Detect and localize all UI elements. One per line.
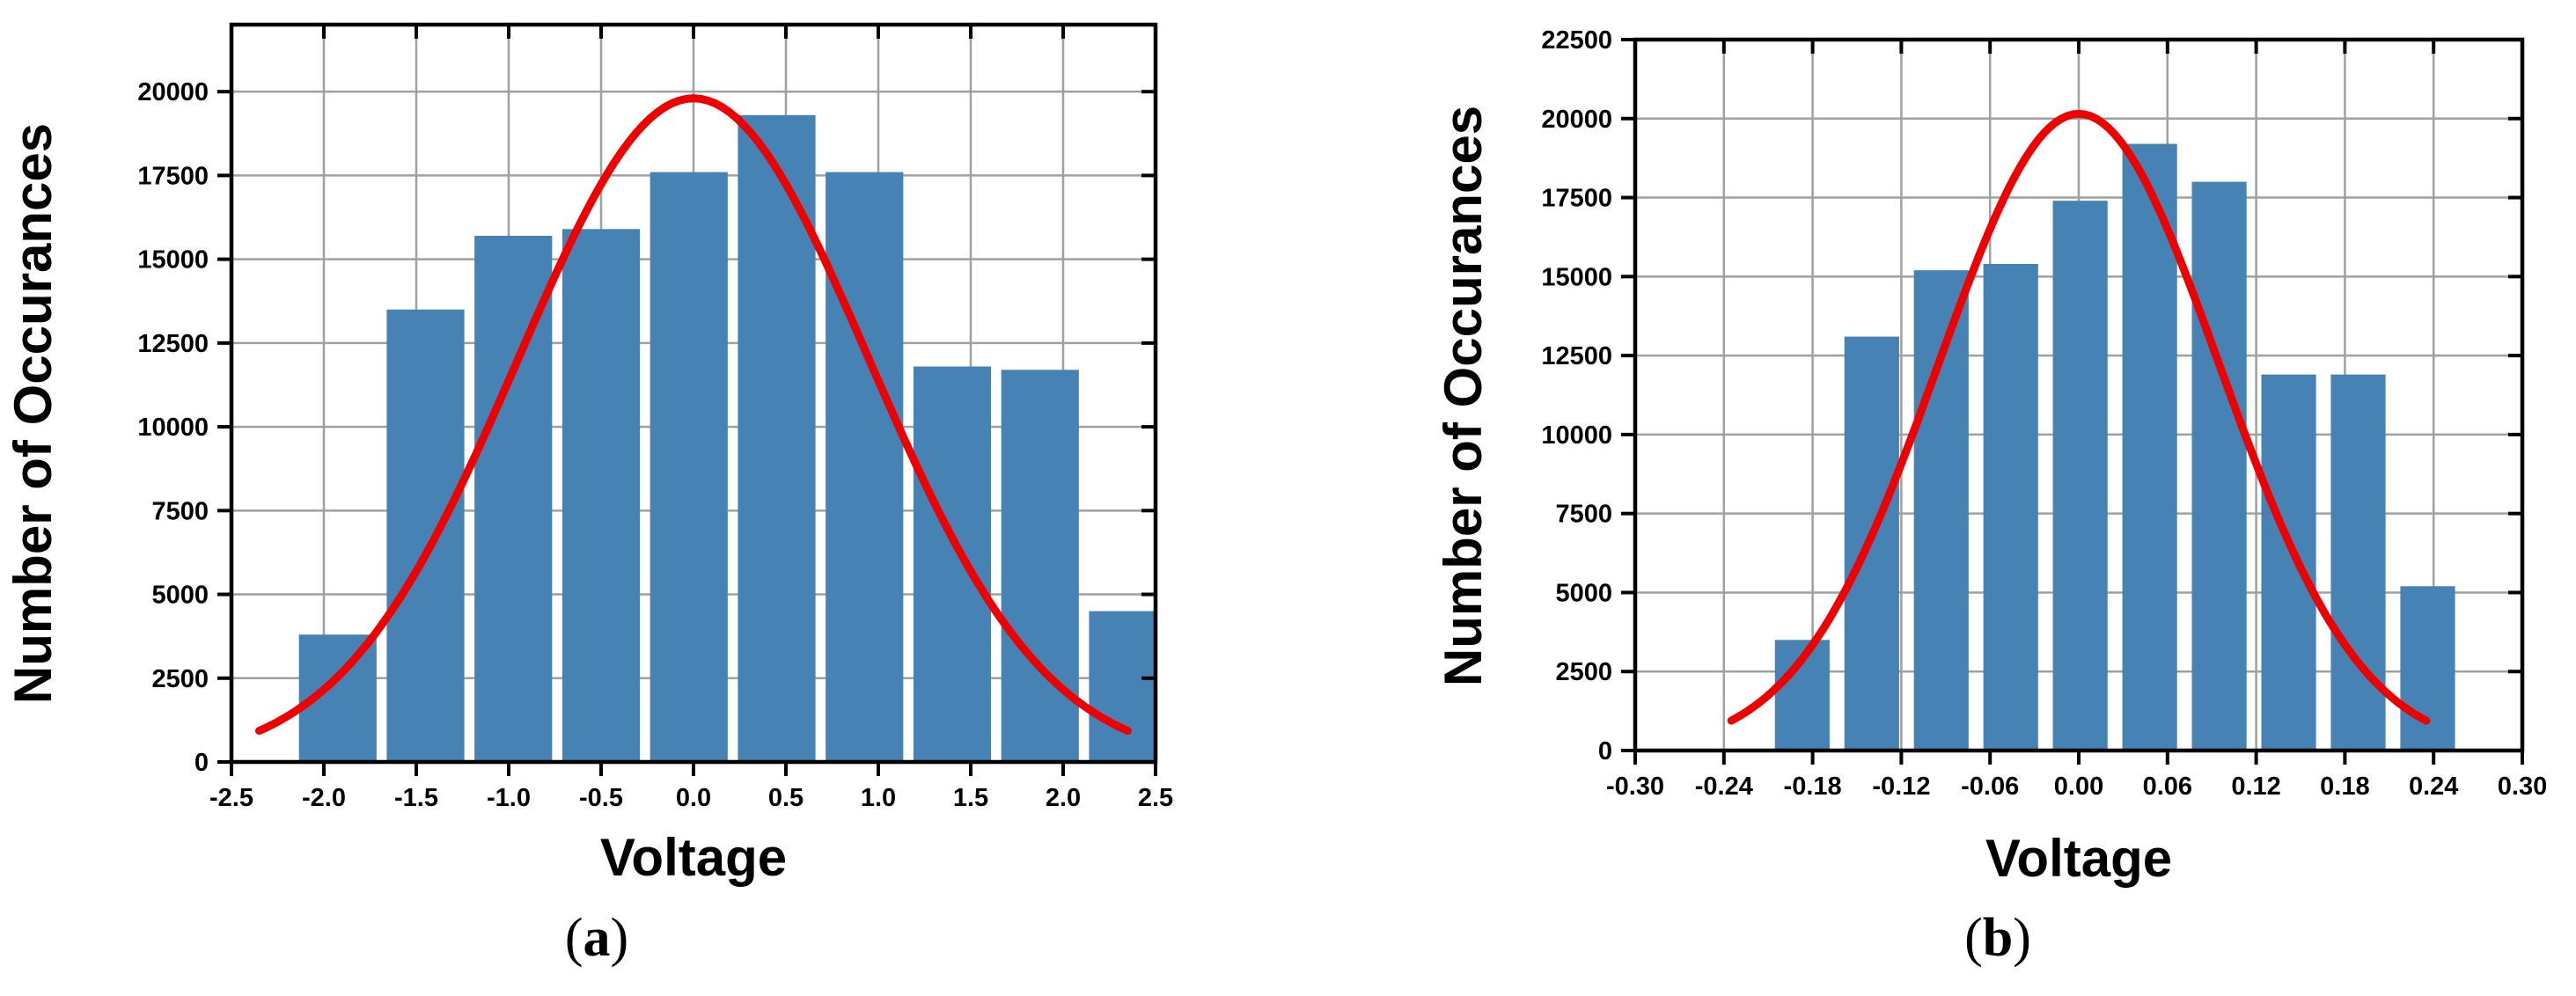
x-tick-label: -0.24 [1695, 773, 1753, 801]
x-tick-label: 1.0 [861, 784, 896, 812]
panel-label-letter: a [583, 908, 611, 968]
x-tick-label: 0.06 [2143, 773, 2192, 801]
chart-panel-a: -2.5 -2.0 -1.5 -1.0 -0.5 0.0 0.5 1.0 1.5 2.0 2.5 0 2… [0, 0, 1285, 992]
fit-curve [255, 94, 1132, 736]
y-tick-label: 2500 [1555, 658, 1612, 686]
bar [2122, 143, 2177, 751]
y-tick-label: 7500 [151, 497, 209, 525]
bar [1001, 370, 1079, 762]
y-tick-label: 10000 [1541, 421, 1612, 450]
bar [650, 172, 728, 763]
x-tick-label: 0.5 [768, 784, 804, 812]
chart-a-svg: -2.5 -2.0 -1.5 -1.0 -0.5 0.0 0.5 1.0 1.5 2.0 2.5 0 2… [4, 22, 1173, 968]
x-tick-label: -1.0 [487, 784, 531, 812]
panel-label-close: ) [611, 908, 629, 968]
bar [2330, 374, 2386, 751]
y-tick-label: 15000 [1541, 263, 1612, 291]
y-ticks: 0 2500 5000 7500 10000 12500 15000 17500 20000 [137, 78, 1156, 777]
x-tick-label: -1.5 [394, 784, 438, 812]
x-tick-label: 1.5 [953, 784, 988, 812]
bar [1983, 263, 2038, 751]
bar [2261, 374, 2316, 751]
bars [1774, 143, 2455, 751]
bar [1089, 611, 1156, 762]
bar [2400, 586, 2455, 751]
x-tick-label: 0.18 [2320, 773, 2369, 801]
chart-panel-b: -0.30 -0.24 -0.18 -0.12 -0.06 0.00 0.06 0.12 0.1… [1285, 0, 2576, 992]
bar [826, 172, 904, 763]
y-tick-label: 17500 [1541, 185, 1612, 213]
fit-curve [1727, 109, 2431, 725]
x-tick-label: -0.18 [1784, 773, 1842, 801]
y-axis-title: Number of Occurances [1434, 106, 1493, 686]
y-tick-label: 10000 [137, 414, 209, 442]
bar [1913, 270, 1969, 751]
y-tick-label: 20000 [137, 78, 209, 106]
panel-label: (a) [565, 908, 628, 968]
bar [474, 235, 553, 762]
y-ticks: 0 2500 5000 7500 10000 12500 15000 17500 20000 22… [1541, 26, 2522, 765]
y-tick-label: 5000 [1555, 579, 1612, 607]
x-tick-label: -2.0 [302, 784, 346, 812]
panel-label-close: ) [2013, 908, 2031, 968]
panel-label-open: ( [565, 908, 583, 968]
y-tick-label: 5000 [151, 582, 209, 610]
y-axis-title: Number of Occurances [4, 123, 62, 704]
x-tick-label: 2.5 [1138, 784, 1173, 812]
x-tick-label: -0.5 [579, 784, 623, 812]
x-tick-label: 0.0 [676, 784, 711, 812]
x-tick-label: 0.00 [2054, 773, 2103, 801]
y-tick-label: 22500 [1541, 26, 1612, 55]
y-tick-label: 17500 [137, 162, 209, 190]
x-ticks: -2.5 -2.0 -1.5 -1.0 -0.5 0.0 0.5 1.0 1.5 2.0 2.5 [209, 25, 1173, 812]
x-tick-label: -0.06 [1961, 773, 2019, 801]
y-tick-label: 0 [194, 749, 209, 777]
y-tick-label: 20000 [1541, 106, 1612, 134]
x-tick-label: 2.0 [1046, 784, 1081, 812]
x-ticks: -0.30 -0.24 -0.18 -0.12 -0.06 0.00 0.06 0.12 0.1… [1606, 40, 2547, 801]
x-axis-title: Voltage [600, 828, 787, 887]
y-tick-label: 7500 [1555, 501, 1612, 529]
y-tick-label: 15000 [137, 246, 209, 275]
x-tick-label: -2.5 [209, 784, 253, 812]
y-tick-label: 0 [1598, 737, 1612, 765]
panel-label: (b) [1964, 908, 2031, 968]
x-tick-label: 0.12 [2231, 773, 2280, 801]
x-axis-title: Voltage [1985, 829, 2172, 888]
panel-label-open: ( [1964, 908, 1983, 968]
x-tick-label: 0.24 [2409, 773, 2458, 801]
panel-label-letter: b [1983, 908, 2013, 968]
bar [561, 229, 641, 762]
x-tick-label: -0.12 [1872, 773, 1930, 801]
bars [298, 114, 1156, 763]
x-tick-label: -0.30 [1606, 773, 1664, 801]
bar [913, 366, 992, 762]
bar [386, 309, 465, 763]
x-tick-label: 0.30 [2498, 773, 2547, 801]
bar [2191, 181, 2247, 751]
chart-b-svg: -0.30 -0.24 -0.18 -0.12 -0.06 0.00 0.06 0.12 0.1… [1434, 26, 2547, 968]
y-tick-label: 12500 [137, 330, 209, 358]
y-tick-label: 2500 [151, 665, 209, 693]
bar [2052, 201, 2108, 751]
y-tick-label: 12500 [1541, 342, 1612, 370]
